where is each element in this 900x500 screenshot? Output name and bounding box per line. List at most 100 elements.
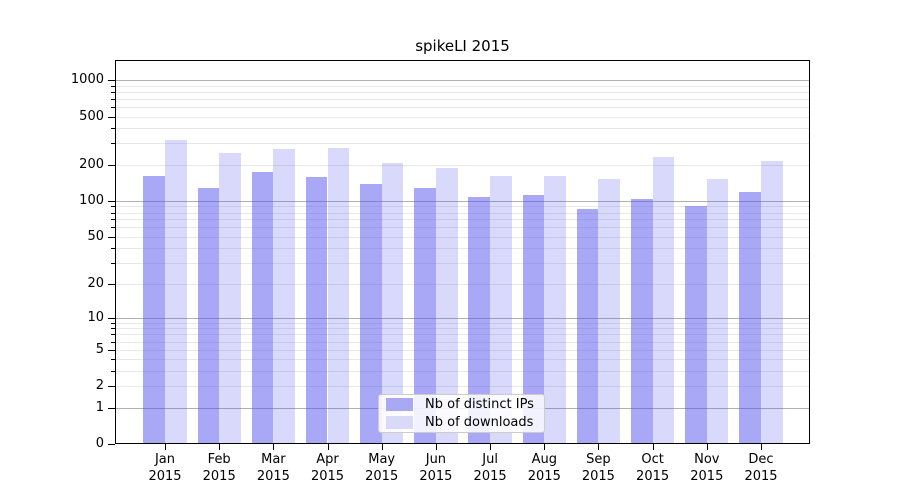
x-tick-year: 2015 [256, 469, 290, 484]
legend-swatch-downloads [386, 416, 413, 429]
bar-downloads-jan [165, 139, 187, 443]
x-axis-tick-label: Oct 2015 [621, 451, 685, 485]
bar-distinct-ips-sep [576, 208, 599, 443]
minor-gridline [116, 206, 809, 208]
y-axis-tick-mark [108, 200, 115, 202]
minor-gridline [116, 283, 809, 285]
y-axis-tick-mark [108, 164, 115, 166]
y-axis-minor-tick-mark [111, 85, 115, 87]
major-gridline [116, 200, 809, 202]
x-tick-year: 2015 [310, 469, 345, 484]
x-axis-tick-label: Nov 2015 [675, 451, 739, 485]
x-axis-tick-label: Apr 2015 [296, 451, 360, 485]
x-tick-month: Oct [641, 452, 664, 467]
y-axis-minor-tick-mark [111, 91, 115, 93]
y-axis-tick-label: 100 [79, 192, 104, 208]
y-axis-tick-label: 1000 [70, 72, 104, 87]
y-axis-tick-mark [108, 407, 115, 409]
y-axis-minor-tick-mark [111, 248, 115, 250]
legend-item-downloads: Nb of downloads [386, 415, 536, 430]
y-axis-minor-tick-mark [111, 206, 115, 208]
x-axis-tick-label: Sep 2015 [566, 451, 630, 485]
x-axis-tick-mark [706, 444, 708, 450]
x-tick-month: Sep [586, 452, 611, 467]
x-tick-year: 2015 [473, 469, 507, 484]
x-axis-tick-label: May 2015 [350, 451, 414, 485]
bar-downloads-sep [598, 179, 621, 443]
bar-distinct-ips-aug [522, 194, 545, 443]
x-axis-tick-mark [435, 444, 437, 450]
y-axis-minor-tick-mark [111, 341, 115, 343]
bar-distinct-ips-nov [685, 205, 707, 443]
minor-gridline [116, 359, 809, 361]
bar-downloads-feb [219, 152, 241, 443]
minor-gridline [116, 248, 809, 250]
bar-downloads-nov [706, 179, 729, 443]
x-axis-tick-label: Dec 2015 [729, 451, 793, 485]
y-axis-tick-mark [108, 386, 115, 388]
minor-gridline [116, 212, 809, 214]
minor-gridline [116, 236, 809, 238]
plot-area [115, 60, 810, 444]
x-axis-tick-mark [165, 444, 166, 450]
bar-distinct-ips-jun [414, 188, 436, 443]
x-tick-month: Jan [154, 452, 176, 467]
y-axis-tick-label: 500 [79, 108, 104, 124]
bar-distinct-ips-dec [739, 192, 761, 443]
bar-distinct-ips-feb [197, 187, 220, 443]
x-axis-tick-label: Mar 2015 [241, 451, 305, 485]
x-tick-year: 2015 [419, 469, 453, 484]
legend-item-distinct-ips: Nb of distinct IPs [386, 397, 536, 412]
x-tick-year: 2015 [365, 469, 399, 484]
minor-gridline [116, 328, 809, 330]
minor-gridline [116, 85, 809, 87]
x-axis-tick-mark [761, 444, 762, 450]
chart-title: spikeLI 2015 [415, 37, 510, 55]
minor-gridline [116, 341, 809, 343]
x-axis-tick-mark [381, 444, 383, 450]
x-axis-tick-mark [652, 444, 654, 450]
x-tick-month: Apr [316, 452, 339, 467]
x-tick-month: Feb [207, 452, 231, 467]
x-axis-tick-mark [490, 444, 492, 450]
y-axis-tick-mark [108, 283, 115, 285]
x-tick-month: Jul [482, 452, 498, 467]
minor-gridline [116, 349, 809, 351]
y-axis-tick-mark [108, 236, 115, 238]
x-axis-tick-label: Jul 2015 [458, 451, 522, 485]
minor-gridline [116, 164, 809, 166]
x-tick-year: 2015 [636, 469, 670, 484]
y-axis-minor-tick-mark [111, 212, 115, 214]
y-axis-tick-label: 200 [79, 156, 104, 172]
x-tick-month: Nov [694, 452, 720, 467]
y-axis-tick-mark [108, 116, 115, 118]
bar-distinct-ips-oct [630, 198, 653, 443]
minor-gridline [116, 106, 809, 108]
bar-downloads-apr [327, 148, 350, 443]
bar-downloads-dec [761, 161, 783, 443]
minor-gridline [116, 143, 809, 145]
x-axis-tick-mark [327, 444, 329, 450]
bar-downloads-oct [652, 156, 675, 443]
y-axis-tick-label: 50 [87, 228, 104, 244]
y-axis-minor-tick-mark [111, 263, 115, 265]
y-axis-minor-tick-mark [111, 219, 115, 221]
bar-downloads-may [381, 163, 404, 443]
x-axis-tick-label: Jun 2015 [404, 451, 468, 485]
bar-distinct-ips-jan [143, 176, 165, 443]
minor-gridline [116, 91, 809, 93]
x-tick-month: Aug [531, 452, 557, 467]
bar-distinct-ips-jul [468, 196, 491, 443]
y-axis-minor-tick-mark [111, 322, 115, 324]
y-axis-minor-tick-mark [111, 334, 115, 336]
y-axis-tick-mark [108, 349, 115, 351]
legend-swatch-distinct-ips [386, 398, 413, 411]
y-axis-tick-label: 0 [95, 436, 104, 451]
minor-gridline [116, 371, 809, 372]
minor-gridline [116, 386, 809, 388]
x-tick-month: May [368, 452, 396, 467]
legend-label-downloads: Nb of downloads [425, 415, 534, 430]
y-axis-minor-tick-mark [111, 143, 115, 145]
x-axis-tick-mark [273, 444, 275, 450]
